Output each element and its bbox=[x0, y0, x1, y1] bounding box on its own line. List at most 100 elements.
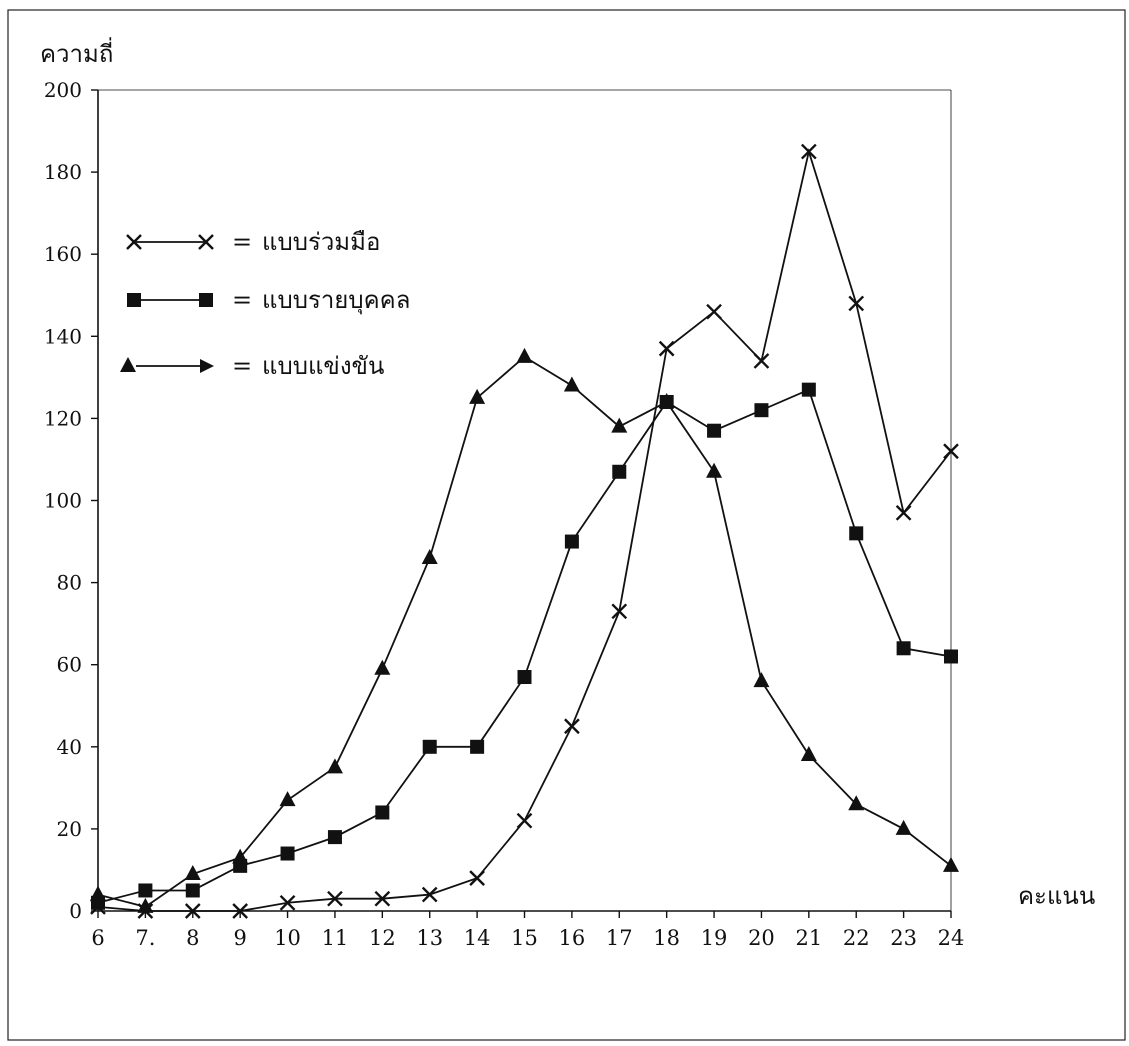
x-tick-label: 6 bbox=[91, 926, 104, 950]
data-point bbox=[706, 462, 723, 478]
x-tick-label: 16 bbox=[559, 926, 586, 950]
series-line bbox=[97, 148, 952, 912]
data-point bbox=[516, 812, 533, 829]
series-line bbox=[97, 355, 952, 908]
data-point bbox=[327, 890, 343, 907]
data-point bbox=[895, 504, 912, 521]
data-point bbox=[943, 443, 959, 460]
data-point bbox=[470, 739, 485, 754]
legend-marker-end bbox=[200, 359, 214, 373]
series-layer bbox=[90, 143, 959, 919]
data-point bbox=[137, 897, 154, 913]
data-point bbox=[184, 903, 201, 919]
y-tick-label: 160 bbox=[44, 242, 82, 266]
data-point bbox=[564, 718, 580, 735]
legend-label: แบบแข่งขัน bbox=[262, 352, 384, 380]
legend-marker-end bbox=[198, 234, 214, 250]
series-square bbox=[91, 382, 958, 910]
y-tick-label: 40 bbox=[57, 735, 82, 759]
x-tick-label: 14 bbox=[464, 926, 491, 950]
data-point bbox=[707, 423, 722, 438]
x-tick-label: 12 bbox=[369, 926, 396, 950]
x-tick-label: 22 bbox=[843, 926, 870, 950]
x-tick-label: 10 bbox=[274, 926, 301, 950]
data-point bbox=[374, 890, 391, 907]
x-tick-label: 19 bbox=[701, 926, 728, 950]
data-point bbox=[658, 340, 675, 357]
y-tick-label: 0 bbox=[69, 899, 82, 923]
y-axis-label: ความถี่ bbox=[40, 37, 113, 68]
data-point bbox=[563, 376, 580, 392]
legend-item: = แบบแข่งขัน bbox=[120, 352, 384, 380]
x-tick-label: 17 bbox=[606, 926, 633, 950]
x-tick-label: 11 bbox=[322, 926, 349, 950]
data-point bbox=[754, 403, 769, 418]
data-point bbox=[611, 603, 628, 620]
data-point bbox=[801, 382, 816, 397]
y-tick-label: 120 bbox=[44, 406, 82, 430]
x-tick-label: 13 bbox=[416, 926, 443, 950]
legend-item: = แบบรายบุคคล bbox=[127, 286, 410, 315]
y-tick-label: 60 bbox=[57, 653, 82, 677]
data-point bbox=[517, 670, 532, 685]
x-tick-label: 15 bbox=[511, 926, 538, 950]
data-point bbox=[469, 388, 486, 404]
data-point bbox=[279, 791, 296, 807]
legend-item: = แบบร่วมมือ bbox=[126, 228, 380, 256]
data-point bbox=[706, 303, 722, 320]
data-point bbox=[422, 739, 437, 754]
data-point bbox=[374, 659, 391, 675]
x-tick-label: 23 bbox=[890, 926, 917, 950]
y-tick-label: 180 bbox=[44, 160, 82, 184]
series-triangle bbox=[90, 347, 959, 913]
legend-equals: = bbox=[232, 286, 252, 314]
data-point bbox=[753, 353, 770, 369]
x-tick-label: 24 bbox=[938, 926, 965, 950]
data-point bbox=[326, 758, 343, 774]
data-point bbox=[280, 846, 295, 861]
data-point bbox=[375, 805, 390, 820]
data-point bbox=[849, 526, 864, 541]
data-point bbox=[800, 746, 817, 762]
x-tick-label: 9 bbox=[233, 926, 246, 950]
legend-marker-start bbox=[120, 357, 136, 372]
data-point bbox=[90, 885, 106, 901]
data-point bbox=[753, 672, 770, 688]
data-point bbox=[848, 795, 865, 811]
data-point bbox=[138, 883, 153, 898]
data-point bbox=[944, 649, 958, 664]
legend-equals: = bbox=[232, 352, 252, 380]
series-x bbox=[90, 143, 959, 919]
legend-marker-start bbox=[126, 234, 142, 250]
x-tick-label: 7. bbox=[135, 926, 155, 950]
x-axis-label: คะแนน bbox=[1018, 882, 1095, 910]
data-point bbox=[895, 819, 912, 835]
data-point bbox=[943, 856, 959, 872]
axes: 0 20 40 60 80 100 120 140 160 180 200 6 7. 8 9 10 11 12 13… bbox=[44, 78, 965, 950]
page-border bbox=[7, 9, 1126, 1041]
data-point bbox=[232, 848, 249, 864]
series-line bbox=[97, 388, 952, 904]
data-point bbox=[185, 883, 200, 898]
legend-label: แบบร่วมมือ bbox=[262, 228, 380, 256]
x-tick-label: 18 bbox=[653, 926, 680, 950]
data-point bbox=[421, 548, 438, 564]
data-point bbox=[611, 417, 628, 433]
legend-marker-start bbox=[127, 293, 141, 307]
data-point bbox=[612, 464, 627, 479]
data-point bbox=[658, 392, 675, 408]
y-tick-label: 20 bbox=[57, 817, 82, 841]
y-tick-label: 140 bbox=[44, 324, 82, 348]
y-tick-label: 200 bbox=[44, 78, 82, 102]
data-point bbox=[848, 295, 865, 312]
data-point bbox=[469, 870, 485, 887]
data-point bbox=[279, 894, 296, 911]
data-point bbox=[516, 347, 533, 363]
data-point bbox=[327, 830, 342, 845]
data-point bbox=[184, 865, 201, 881]
legend-label: แบบรายบุคคล bbox=[262, 286, 410, 315]
data-point bbox=[232, 903, 249, 919]
legend-marker-end bbox=[199, 293, 213, 307]
data-point bbox=[800, 143, 817, 160]
